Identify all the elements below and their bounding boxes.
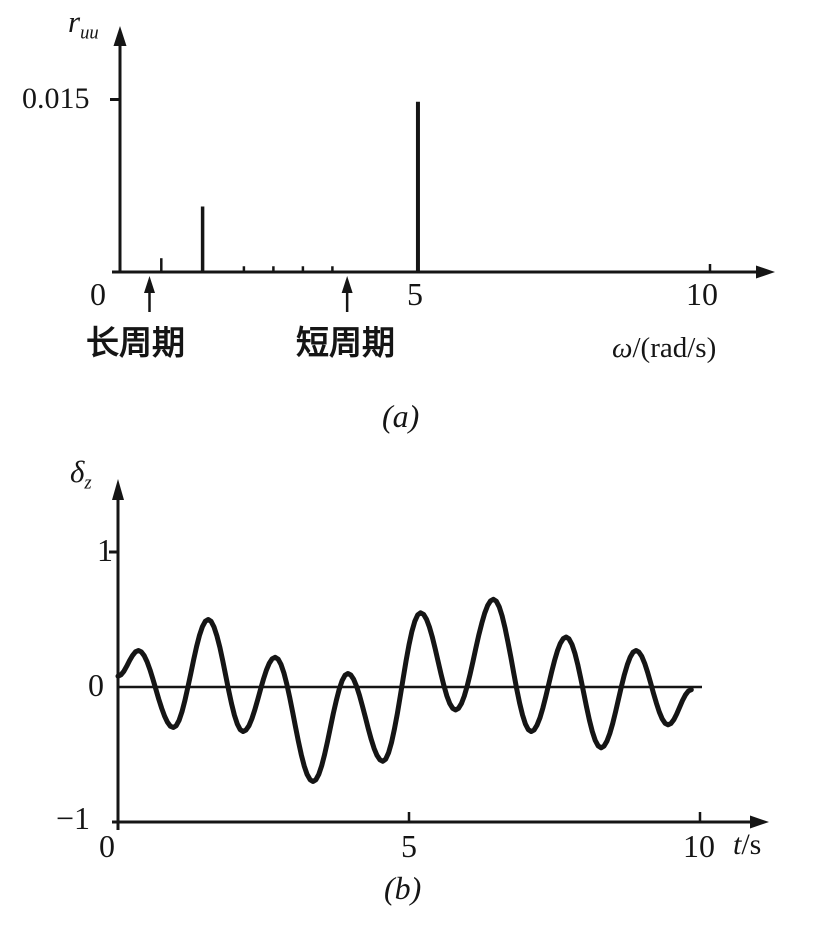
annotation-long-period-label: 长周期	[86, 323, 185, 362]
time-x-axis-units: /s	[741, 828, 762, 861]
spectrum-y-axis-subscript: uu	[80, 22, 99, 44]
spectrum-xtick-5: 5	[407, 276, 423, 312]
time-y-axis-label: δz	[70, 456, 92, 493]
caption-b: (b)	[384, 870, 422, 906]
time-y-axis-subscript: z	[84, 472, 92, 494]
time-y-axis-symbol: δ	[70, 454, 85, 489]
time-ytick-neg1: −1	[56, 800, 91, 836]
time-ytick-0: 0	[88, 667, 104, 703]
spectrum-x-axis-units: /(rad/s)	[632, 332, 717, 364]
time-ytick-1: 1	[97, 532, 113, 568]
spectrum-ytick-label: 0.015	[22, 82, 90, 115]
spectrum-xtick-0: 0	[90, 276, 106, 312]
time-xtick-5: 5	[401, 828, 417, 864]
spectrum-y-axis-symbol: r	[68, 4, 81, 39]
time-xtick-0: 0	[99, 828, 115, 864]
time-xtick-10: 10	[683, 828, 715, 864]
spectrum-xtick-10: 10	[686, 276, 718, 312]
spectrum-x-axis-symbol: ω	[612, 332, 633, 364]
time-x-axis-symbol: t	[733, 828, 742, 861]
spectrum-y-axis-label: ruu	[68, 6, 99, 43]
spectrum-x-axis-label: ω/(rad/s)	[612, 334, 716, 363]
annotation-short-period-label: 短周期	[296, 323, 395, 362]
time-x-axis-label: t/s	[733, 830, 761, 860]
caption-a: (a)	[382, 398, 420, 434]
